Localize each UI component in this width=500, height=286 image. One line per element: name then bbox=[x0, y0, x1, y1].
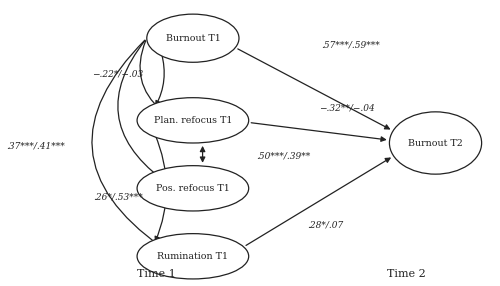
Text: −.22*/−.03: −.22*/−.03 bbox=[92, 69, 144, 78]
Ellipse shape bbox=[137, 166, 248, 211]
Text: Time 1: Time 1 bbox=[137, 269, 176, 279]
Ellipse shape bbox=[390, 112, 482, 174]
Text: Burnout T1: Burnout T1 bbox=[166, 34, 220, 43]
Text: Time 2: Time 2 bbox=[387, 269, 426, 279]
Ellipse shape bbox=[137, 98, 248, 143]
Text: −.32**/−.04: −.32**/−.04 bbox=[319, 103, 375, 112]
Text: Rumination T1: Rumination T1 bbox=[158, 252, 228, 261]
Text: .37***/.41***: .37***/.41*** bbox=[6, 141, 64, 150]
Text: Pos. refocus T1: Pos. refocus T1 bbox=[156, 184, 230, 193]
Text: Plan. refocus T1: Plan. refocus T1 bbox=[154, 116, 232, 125]
Text: Burnout T2: Burnout T2 bbox=[408, 138, 463, 148]
Text: .26*/.53***: .26*/.53*** bbox=[93, 192, 142, 201]
Text: .28*/.07: .28*/.07 bbox=[307, 221, 343, 230]
Text: .57***/.59***: .57***/.59*** bbox=[322, 41, 380, 50]
Text: .50***/.39**: .50***/.39** bbox=[256, 151, 310, 160]
Ellipse shape bbox=[147, 14, 239, 62]
Ellipse shape bbox=[137, 234, 248, 279]
